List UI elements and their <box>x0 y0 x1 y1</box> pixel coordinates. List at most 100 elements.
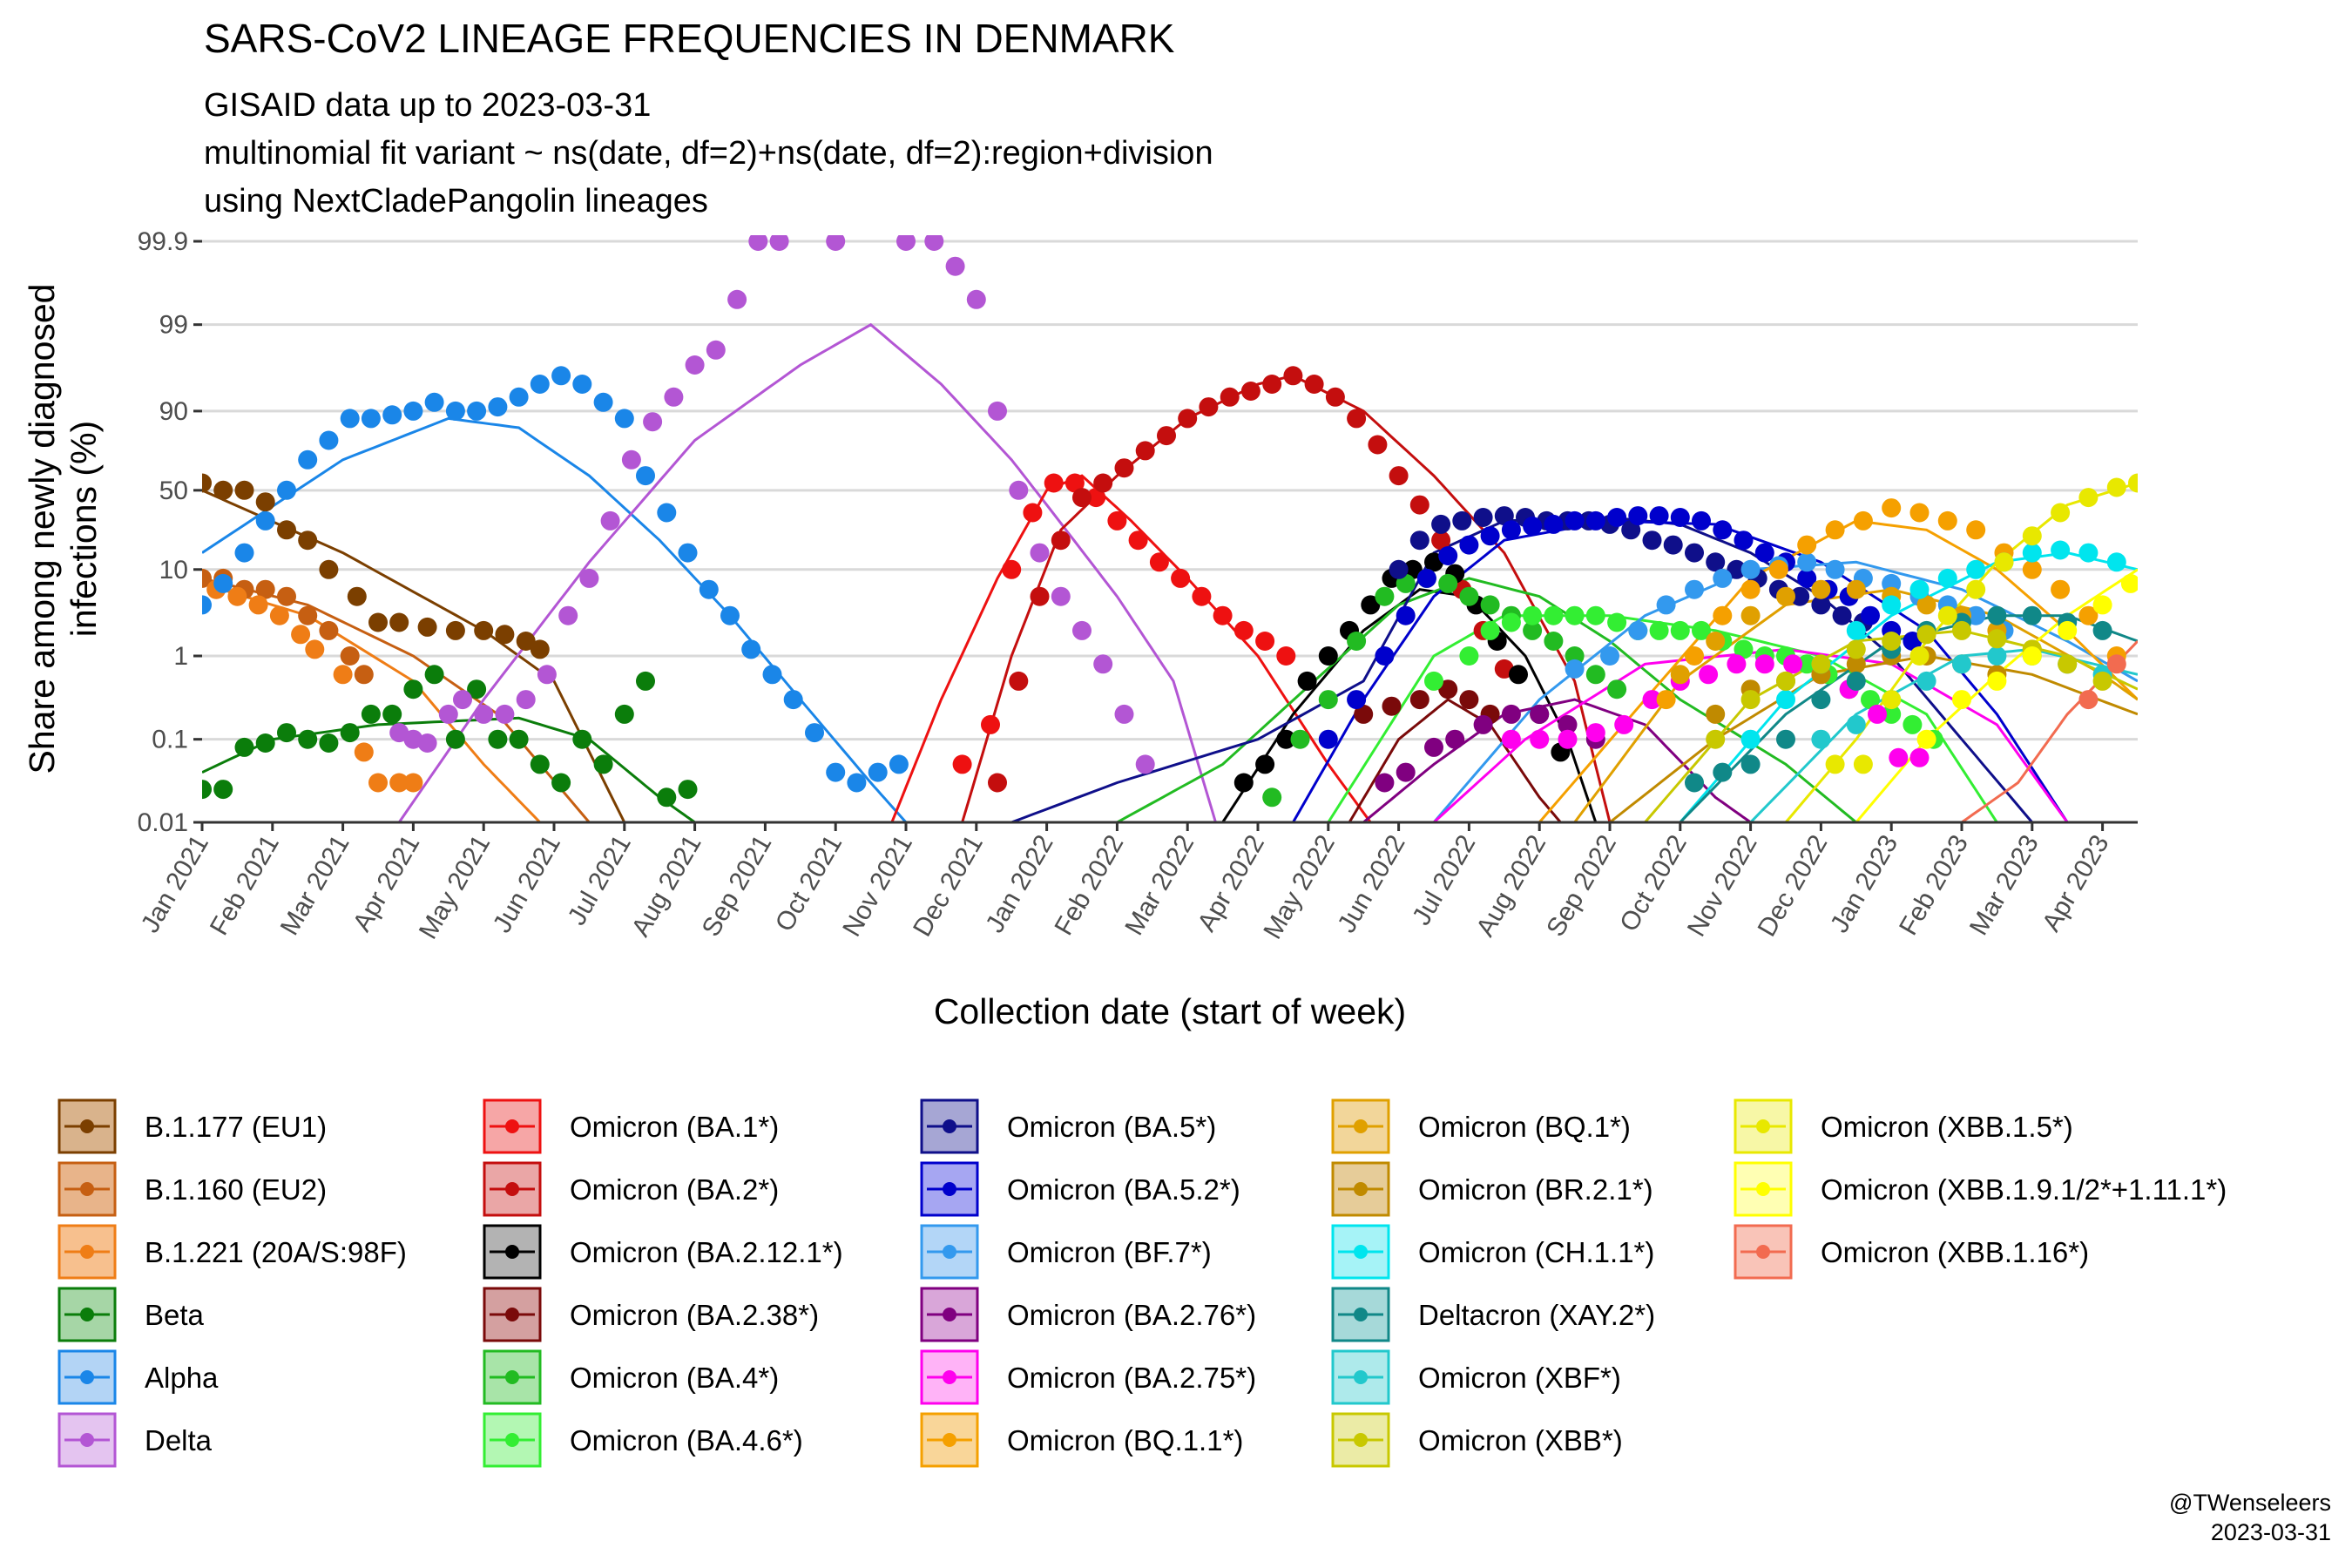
point-alpha <box>202 595 212 615</box>
point-omicron-bq-1-1 <box>1797 535 1817 555</box>
point-beta <box>636 671 655 691</box>
point-omicron-ba-2-76 <box>1473 714 1493 734</box>
point-omicron-bq-1-1 <box>2078 605 2099 625</box>
fit-line-delta <box>397 322 1217 822</box>
point-beta <box>277 723 296 743</box>
legend-label: Omicron (BA.2.12.1*) <box>570 1236 843 1268</box>
legend-item-omicron-bf-7: Omicron (BF.7*) <box>920 1224 1212 1280</box>
legend-label: Omicron (XBB.1.5*) <box>1821 1111 2073 1143</box>
point-omicron-ba-4-6 <box>1670 620 1690 640</box>
legend-key-point <box>1354 1245 1368 1259</box>
point-delta <box>579 568 599 588</box>
point-omicron-ba-2-12-1 <box>1276 729 1296 749</box>
point-omicron-bf-7 <box>1656 595 1676 615</box>
subtitle-line-1: GISAID data up to 2023-03-31 <box>204 87 651 124</box>
legend-label: Omicron (BF.7*) <box>1007 1236 1212 1268</box>
point-omicron-ba-5-2 <box>1649 506 1669 526</box>
point-omicron-xbb-1-9-1-2-1-11-1 <box>1916 729 1936 749</box>
point-beta <box>382 704 402 724</box>
point-alpha <box>361 409 381 429</box>
point-alpha <box>657 503 677 523</box>
point-b-1-177-eu1 <box>516 632 536 651</box>
legend-item-omicron-xbb-1-16: Omicron (XBB.1.16*) <box>1734 1224 2089 1280</box>
credit-date: 2023-03-31 <box>2211 1519 2331 1545</box>
legend-item-b-1-160-eu2: B.1.160 (EU2) <box>57 1161 327 1217</box>
point-delta <box>453 690 472 710</box>
legend-item-omicron-ba-1: Omicron (BA.1*) <box>483 1098 779 1154</box>
point-delta <box>643 412 663 432</box>
point-b-1-160-eu2 <box>354 665 374 685</box>
point-delta <box>1114 704 1134 724</box>
point-omicron-ba-1 <box>1107 510 1127 531</box>
point-omicron-bf-7 <box>1565 659 1585 679</box>
point-omicron-xbb <box>1740 690 1761 710</box>
point-beta <box>678 780 698 800</box>
point-beta <box>614 704 634 724</box>
x-tick-label: Jul 2022 <box>1407 830 1481 930</box>
point-omicron-ba-2-38 <box>1354 704 1374 724</box>
legend-label: Omicron (BA.5*) <box>1007 1111 1216 1143</box>
x-tick-label: Mar 2023 <box>1964 830 2044 940</box>
point-omicron-ba-2 <box>1347 409 1367 429</box>
x-tick-label: Dec 2021 <box>908 830 989 942</box>
x-tick-label: Feb 2022 <box>1049 830 1129 940</box>
point-omicron-bq-1-1 <box>1740 579 1761 599</box>
point-omicron-ba-4 <box>1544 632 1564 651</box>
fit-line-omicron-ba-2-76 <box>1362 698 1752 822</box>
point-omicron-ba-5-2 <box>1501 520 1521 540</box>
point-b-1-177-eu1 <box>277 520 296 540</box>
point-deltacron-xay-2 <box>1811 690 1831 710</box>
point-omicron-ba-2-75 <box>1501 729 1521 749</box>
point-omicron-ch-1-1 <box>2022 543 2042 563</box>
point-omicron-xbb-1-5 <box>1994 552 2014 572</box>
point-omicron-ba-4 <box>1290 729 1310 749</box>
point-omicron-ba-4 <box>1347 632 1367 651</box>
point-alpha <box>614 409 634 429</box>
point-omicron-ba-4-6 <box>1544 605 1564 625</box>
y-tick-label: 50 <box>159 476 188 505</box>
point-omicron-bf-7 <box>1600 646 1619 666</box>
point-alpha <box>277 480 296 500</box>
point-b-1-177-eu1 <box>495 625 515 645</box>
point-alpha <box>847 773 867 793</box>
legend-label: Omicron (BA.2.38*) <box>570 1299 819 1331</box>
point-omicron-xbb-1-5 <box>2078 488 2099 508</box>
x-tick-label: Dec 2022 <box>1753 830 1834 942</box>
point-alpha <box>319 430 339 450</box>
x-tick-label: Aug 2022 <box>1470 830 1551 942</box>
point-omicron-ba-4-6 <box>1480 620 1500 640</box>
point-beta <box>202 780 212 800</box>
point-omicron-ba-5 <box>1642 531 1662 551</box>
legend-item-omicron-xbb-1-5: Omicron (XBB.1.5*) <box>1734 1098 2073 1154</box>
legend-item-omicron-xbb: Omicron (XBB*) <box>1331 1412 1623 1468</box>
point-alpha <box>636 466 655 486</box>
legend-label: Omicron (XBB.1.9.1/2*+1.11.1*) <box>1821 1173 2227 1206</box>
legend-item-omicron-bq-1: Omicron (BQ.1*) <box>1331 1098 1631 1154</box>
point-omicron-ba-2 <box>1072 488 1092 508</box>
point-omicron-ba-5 <box>1727 559 1747 579</box>
legend-item-omicron-xbf: Omicron (XBF*) <box>1331 1349 1621 1405</box>
legend-key-point <box>80 1182 94 1196</box>
point-omicron-xbb-1-16 <box>2106 654 2126 674</box>
point-omicron-ba-4 <box>1262 787 1282 808</box>
legend-label: Omicron (XBF*) <box>1418 1362 1621 1394</box>
point-omicron-xbb-1-9-1-2-1-11-1 <box>2058 620 2078 640</box>
point-omicron-ba-2 <box>1220 387 1240 407</box>
point-omicron-xbb-1-5 <box>2106 477 2126 497</box>
x-tick-label: Apr 2022 <box>1193 830 1270 936</box>
legend: B.1.177 (EU1) B.1.160 (EU2) B.1.221 (20A/S… <box>57 1098 2227 1468</box>
point-omicron-ba-2-76 <box>1530 704 1550 724</box>
point-deltacron-xay-2 <box>1846 671 1866 691</box>
point-omicron-ba-2 <box>988 773 1007 793</box>
x-axis-title: Collection date (start of week) <box>934 991 1406 1031</box>
point-omicron-ba-2-38 <box>1459 690 1479 710</box>
point-omicron-ba-2-75 <box>1530 729 1550 749</box>
point-b-1-177-eu1 <box>474 620 494 640</box>
point-omicron-ba-2-75 <box>1614 714 1634 734</box>
legend-key-point <box>80 1433 94 1447</box>
point-omicron-ba-2-12-1 <box>1255 754 1275 774</box>
point-omicron-ba-1 <box>1233 620 1254 640</box>
point-b-1-177-eu1 <box>234 480 254 500</box>
point-alpha <box>382 405 402 425</box>
